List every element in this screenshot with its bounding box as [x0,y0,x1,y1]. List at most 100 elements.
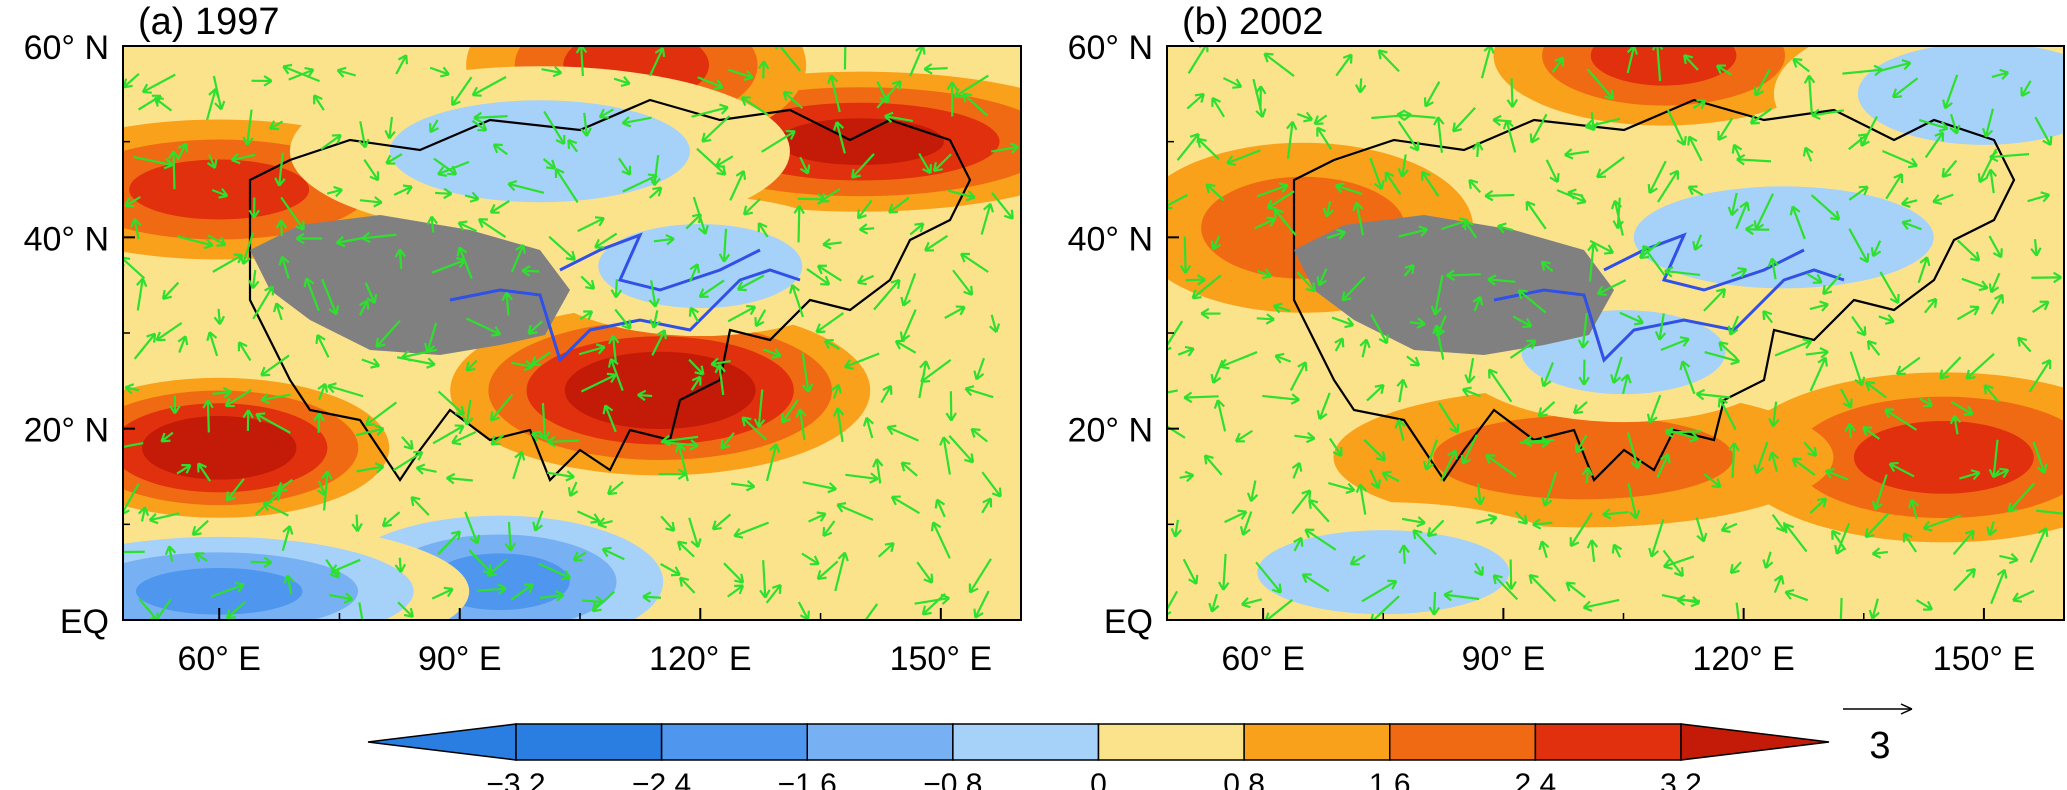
wind-vector [1666,109,1686,146]
wind-vector-head [715,157,726,168]
wind-vector-head [1336,228,1347,240]
wind-vector [531,351,551,366]
wind-vector-head [268,120,279,131]
wind-vector [580,275,595,290]
wind-vector [478,218,507,238]
wind-vector-head [477,218,488,228]
wind-vector [888,196,910,214]
wind-vector [1427,519,1445,537]
wind-vector-head [1156,389,1164,398]
wind-vector [1665,428,1699,441]
wind-vector [149,512,180,522]
wind-vector-head [206,158,218,169]
wind-vector-head [1254,85,1267,95]
wind-vector [136,278,144,311]
wind-vector-head [781,413,791,424]
wind-vector-head [230,152,241,165]
wind-vector-head [1200,307,1210,320]
wind-vector-head [197,462,207,473]
wind-vector-head [501,291,513,302]
wind-vector-head [1907,157,1918,169]
wind-vector [1294,434,1315,440]
wind-vector-head [1791,457,1802,468]
wind-vector [824,339,841,351]
wind-vector-head [1188,574,1199,585]
wind-vector-head [262,500,273,512]
wind-vector [211,188,228,197]
wind-vector [458,246,473,279]
wind-vector [1256,184,1289,198]
wind-vector-head [1196,137,1207,148]
wind-vector [990,314,998,333]
wind-vector-head [919,360,931,370]
wind-vector-head [1749,114,1760,125]
wind-vector-head [275,219,288,229]
wind-vector [1718,341,1738,359]
wind-vector [1177,347,1195,356]
wind-vector [1718,397,1737,431]
wind-vector-head [109,547,117,557]
wind-vector-head [884,111,894,123]
wind-vector [1441,219,1469,231]
wind-vector [1191,274,1222,300]
wind-vector [781,399,799,424]
wind-vector-head [973,370,985,381]
wind-vector [648,47,664,77]
wind-vector [577,217,605,233]
wind-vector-head [888,203,899,214]
wind-vector-head [1610,199,1623,210]
wind-vector-head [621,116,632,128]
wind-vector-head [1819,346,1829,359]
wind-vector [1864,513,1889,538]
wind-vector [281,525,291,551]
wind-vector-head [1901,196,1911,208]
wind-vector [650,280,657,307]
panel-title-a: (a) 1997 [138,1,280,43]
wind-vector [1480,46,1492,79]
wind-vector-head [1893,172,1904,183]
wind-vector [1335,53,1353,77]
wind-vector [1355,202,1365,236]
wind-vector [594,232,618,249]
wind-vector-head [1345,482,1356,494]
wind-vector-head [1342,53,1353,64]
anomaly-contour [602,367,718,414]
wind-vector-head [649,318,661,329]
wind-vector-head [1965,567,1977,578]
wind-vector [845,473,878,481]
wind-vector [757,222,769,238]
wind-vector [991,192,1014,220]
wind-vector-head [654,47,666,58]
wind-vector-head [827,74,839,85]
wind-vector [1517,289,1547,314]
wind-vector [1361,580,1397,603]
wind-vector-head [745,480,756,492]
wind-vector [1901,199,1918,206]
wind-vector-head [507,179,518,192]
wind-vector [1366,384,1385,402]
wind-vector-head [202,399,214,409]
wind-vector-head [451,96,461,107]
wind-vector-head [1416,317,1426,329]
wind-vector-head [364,416,376,427]
wind-vector-head [565,470,575,482]
wind-vector-head [1541,497,1553,507]
wind-vector [836,503,874,521]
wind-vector-head [415,463,426,475]
wind-vector-head [443,187,453,200]
wind-vector [433,157,457,176]
wind-vector [1917,256,1929,284]
wind-vector [437,390,465,416]
wind-vector [722,228,728,262]
wind-vector-head [492,143,503,154]
wind-vector-head [1170,527,1182,538]
wind-vector [1210,593,1218,613]
wind-vector [2012,589,2035,602]
wind-vector [1878,315,1895,323]
wind-vector [168,546,174,562]
wind-vector [1222,77,1242,88]
colorbar-tick-label: 0 [1090,768,1107,790]
wind-vector [1296,112,1313,121]
panel-b: (b) 2002 60° N 40° N 20° N EQ 60° E 90° E 120… [1068,1,2065,678]
wind-vector-head [1922,520,1933,532]
